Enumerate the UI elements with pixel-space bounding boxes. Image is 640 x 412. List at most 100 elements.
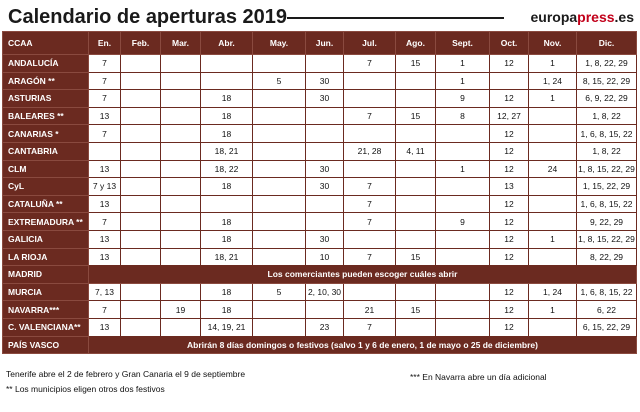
table-row: NAVARRA*** 7 19 18 21 15 12 1 6, 22 <box>2 300 637 319</box>
table-cell: 13 <box>88 317 121 337</box>
table-cell <box>528 194 577 214</box>
table-cell <box>160 194 201 214</box>
footnote-municipios: ** Los municipios eligen otros dos festi… <box>6 384 165 394</box>
table-cell <box>305 54 344 73</box>
table-cell: 9, 22, 29 <box>576 212 637 231</box>
table-cell: 30 <box>305 71 344 91</box>
table-cell: 1, 8, 15, 22, 29 <box>576 229 637 249</box>
table-cell <box>88 141 121 161</box>
table-cell <box>120 124 161 143</box>
region-label: MADRID <box>2 265 89 284</box>
table-cell: 18 <box>200 89 253 108</box>
table-cell: 6, 22 <box>576 300 637 319</box>
table-cell: 7 <box>343 212 396 231</box>
table-cell: 15 <box>395 300 436 319</box>
table-cell <box>343 229 396 249</box>
table-cell <box>120 54 161 73</box>
table-cell <box>160 89 201 108</box>
table-row: PAÍS VASCO Abrirán 8 días domingos o fest… <box>2 335 637 355</box>
table-row: LA RIOJA 13 18, 21 10 7 15 12 8, 22, 29 <box>2 247 637 267</box>
table-cell <box>528 317 577 337</box>
table-row: CyL 7 y 13 18 30 7 13 1, 15, 22, 29 <box>2 177 637 196</box>
table-cell <box>120 247 161 267</box>
table-cell: 2, 10, 30 <box>305 282 344 302</box>
table-cell <box>489 71 529 91</box>
table-cell: 7 <box>88 54 121 73</box>
brand-logo: europapress.es <box>530 9 634 25</box>
table-cell <box>435 282 490 302</box>
table-cell: 8 <box>435 106 490 126</box>
table-cell: 30 <box>305 89 344 108</box>
table-cell <box>395 229 436 249</box>
table-row: ASTURIAS 7 18 30 9 12 1 6, 9, 22, 29 <box>2 89 637 108</box>
table-cell: 7 <box>88 212 121 231</box>
table-body: ANDALUCÍA 7 7 15 1 12 1 1, 8, 22, 29 ARAGÓN ** 7 5… <box>2 54 637 355</box>
brand-part-3: .es <box>614 9 634 25</box>
table-cell <box>435 194 490 214</box>
table-cell: 12 <box>489 54 529 73</box>
table-cell <box>120 89 161 108</box>
table-cell <box>252 317 306 337</box>
table-cell <box>120 317 161 337</box>
header: Calendario de aperturas 2019 europapress… <box>8 4 634 32</box>
brand-part-1: europa <box>530 9 578 25</box>
column-header-month: Dic. <box>576 31 637 55</box>
table-row: BALEARES ** 13 18 7 15 8 12, 27 1, 8, 22 <box>2 106 637 126</box>
table-cell <box>435 317 490 337</box>
table-row: C. VALENCIANA** 13 14, 19, 21 23 7 12 6, 15, 2… <box>2 317 637 337</box>
table-cell: 13 <box>88 247 121 267</box>
table-cell <box>395 212 436 231</box>
column-header-month: Mar. <box>160 31 201 55</box>
table-cell <box>120 177 161 196</box>
table-cell <box>343 124 396 143</box>
column-header-month: Ago. <box>395 31 436 55</box>
table-cell: 6, 15, 22, 29 <box>576 317 637 337</box>
table-cell: 15 <box>395 247 436 267</box>
table-cell: 7 <box>343 54 396 73</box>
region-label: ARAGÓN ** <box>2 71 89 91</box>
column-header-month: Feb. <box>120 31 161 55</box>
table-cell <box>120 71 161 91</box>
table-cell: 1, 24 <box>528 282 577 302</box>
table-cell <box>343 282 396 302</box>
table-cell <box>120 159 161 179</box>
table-cell: 7 <box>343 317 396 337</box>
table-cell: 7 <box>343 177 396 196</box>
table-cell: 12 <box>489 229 529 249</box>
table-row: MURCIA 7, 13 18 5 2, 10, 30 12 1, 24 1, 6, 8, 1… <box>2 282 637 302</box>
table-cell <box>528 247 577 267</box>
region-label: CLM <box>2 159 89 179</box>
table-cell <box>435 141 490 161</box>
table-cell <box>305 300 344 319</box>
table-cell: 1, 6, 8, 15, 22 <box>576 194 637 214</box>
table-cell: 18 <box>200 212 253 231</box>
table-cell: 13 <box>489 177 529 196</box>
table-cell <box>528 106 577 126</box>
table-cell <box>395 124 436 143</box>
region-label: CyL <box>2 177 89 196</box>
region-label: EXTREMADURA ** <box>2 212 89 231</box>
table-cell: 7, 13 <box>88 282 121 302</box>
table-cell <box>435 124 490 143</box>
table-cell <box>395 177 436 196</box>
table-cell: 13 <box>88 106 121 126</box>
column-header-month: Jul. <box>343 31 396 55</box>
region-label: GALICIA <box>2 229 89 249</box>
table-cell: 18, 21 <box>200 247 253 267</box>
table-cell: 1, 15, 22, 29 <box>576 177 637 196</box>
table-cell <box>252 247 306 267</box>
table-cell: 18 <box>200 300 253 319</box>
table-cell: 1 <box>528 229 577 249</box>
table-cell <box>160 282 201 302</box>
region-label: BALEARES ** <box>2 106 89 126</box>
table-cell: 5 <box>252 71 306 91</box>
table-cell: 12 <box>489 300 529 319</box>
table-cell <box>343 159 396 179</box>
table-cell <box>160 159 201 179</box>
table-cell: 7 <box>88 89 121 108</box>
table-cell: 18, 22 <box>200 159 253 179</box>
footnote-canarias: Tenerife abre el 2 de febrero y Gran Can… <box>6 369 246 379</box>
table-cell <box>528 212 577 231</box>
table-cell <box>252 229 306 249</box>
column-header-month: Jun. <box>305 31 344 55</box>
